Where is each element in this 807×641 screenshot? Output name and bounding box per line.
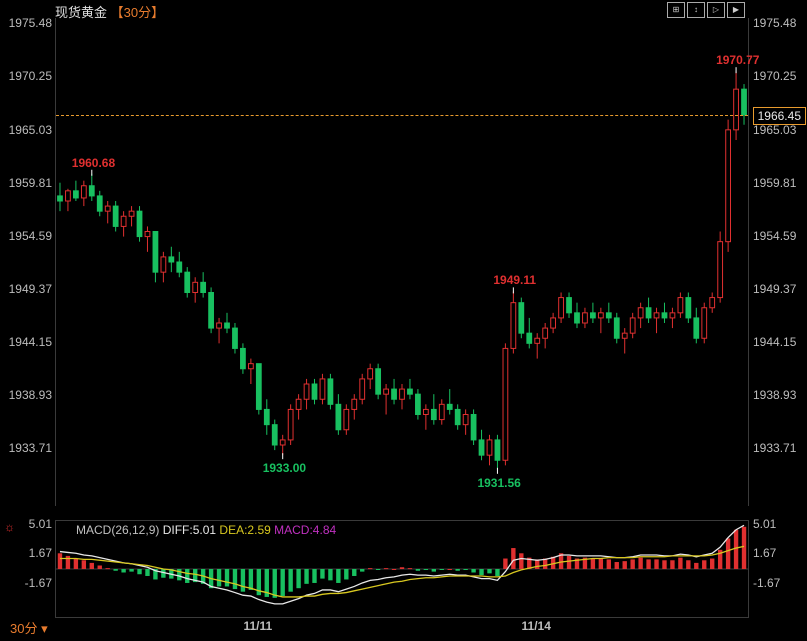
y-tick: 1938.93 (4, 388, 52, 402)
tool-crosshair-icon[interactable]: ⊞ (667, 2, 685, 18)
price-annotation: 1931.56 (477, 476, 520, 490)
y-tick: 1949.37 (4, 282, 52, 296)
y-tick: 1933.71 (4, 441, 52, 455)
price-annotation: 1949.11 (493, 273, 536, 287)
macd-y-tick: 1.67 (4, 546, 52, 560)
tool-forward-icon[interactable]: ▶ (727, 2, 745, 18)
price-y-axis-left: 1975.48 1970.25 1965.03 1959.81 1954.59 1949.… (4, 0, 52, 505)
macd-name: MACD(26,12,9) (76, 523, 159, 537)
x-tick: 11/11 (243, 619, 272, 633)
y-tick: 1954.59 (4, 229, 52, 243)
y-tick: 1965.03 (4, 123, 52, 137)
footer-period[interactable]: 30分 ▾ (10, 618, 48, 637)
x-axis: 11/11 11/14 (55, 619, 749, 637)
y-tick: 1959.81 (753, 176, 803, 190)
footer-period-label: 30分 (10, 621, 37, 636)
y-tick: 1949.37 (753, 282, 803, 296)
y-tick: 1970.25 (4, 69, 52, 83)
y-tick: 1933.71 (753, 441, 803, 455)
y-tick: 1970.25 (753, 69, 803, 83)
x-tick: 11/14 (522, 619, 551, 633)
dropdown-icon: ▾ (37, 621, 47, 636)
price-y-axis-right: 1975.481970.251965.031959.811954.591949.… (753, 0, 803, 505)
macd-diff-value: DIFF:5.01 (163, 523, 216, 537)
macd-title: MACD(26,12,9) DIFF:5.01 DEA:2.59 MACD:4.… (76, 523, 336, 537)
chart-container: 现货黄金 【30分】 ⊞ ↕ ▷ ▶ 1975.481970.251965.03… (0, 0, 807, 641)
current-price-line: 1966.45 (56, 115, 748, 116)
macd-y-axis-left: 5.01 1.67 -1.67 (4, 520, 52, 616)
macd-dea-value: DEA:2.59 (219, 523, 270, 537)
chart-toolbar: ⊞ ↕ ▷ ▶ (667, 2, 745, 18)
tool-drag-icon[interactable]: ↕ (687, 2, 705, 18)
y-tick: 1954.59 (753, 229, 803, 243)
y-tick: 1944.15 (4, 335, 52, 349)
macd-y-tick: 1.67 (753, 546, 803, 560)
y-tick: 1975.48 (753, 16, 803, 30)
price-plot[interactable]: 1966.45 1960.681970.771949.111933.001931… (55, 18, 749, 506)
macd-hist-value: MACD:4.84 (274, 523, 336, 537)
y-tick: 1938.93 (753, 388, 803, 402)
price-annotation: 1970.77 (716, 53, 759, 67)
y-tick: 1975.48 (4, 16, 52, 30)
macd-y-tick: 5.01 (4, 517, 52, 531)
y-tick: 1959.81 (4, 176, 52, 190)
current-price-tag: 1966.45 (753, 107, 806, 125)
price-annotation: 1960.68 (72, 156, 115, 170)
macd-y-tick: -1.67 (753, 576, 803, 590)
macd-panel[interactable]: MACD(26,12,9) DIFF:5.01 DEA:2.59 MACD:4.… (55, 520, 749, 618)
macd-y-tick: -1.67 (4, 576, 52, 590)
price-annotation: 1933.00 (263, 461, 306, 475)
tool-play-icon[interactable]: ▷ (707, 2, 725, 18)
candlestick-chart (56, 18, 748, 506)
y-tick: 1944.15 (753, 335, 803, 349)
macd-y-tick: 5.01 (753, 517, 803, 531)
macd-y-axis-right: 5.01 1.67 -1.67 (753, 520, 803, 616)
